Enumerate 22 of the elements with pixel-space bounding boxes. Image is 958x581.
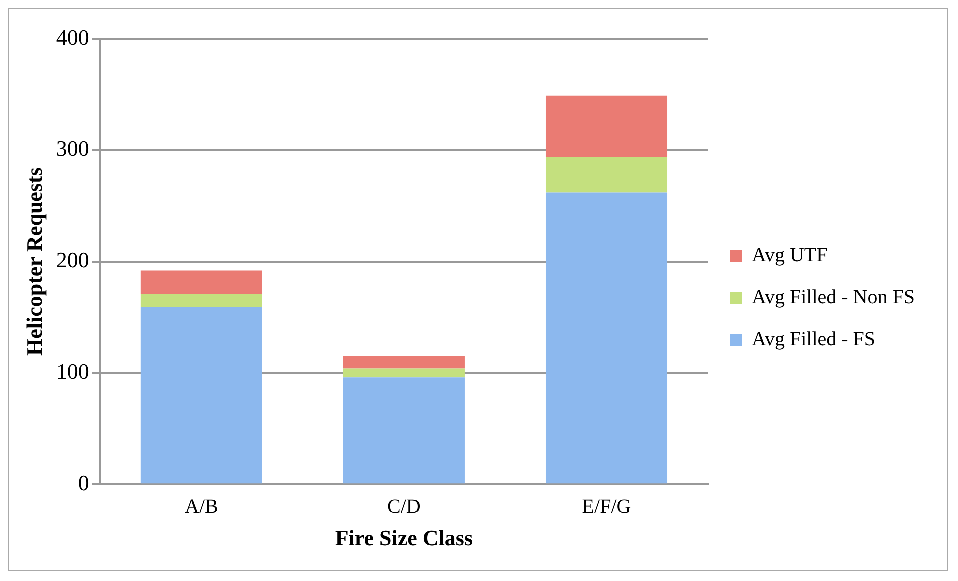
y-tick-label: 400 — [56, 24, 90, 50]
bar — [546, 192, 668, 484]
legend-label: Avg Filled - FS — [752, 328, 876, 350]
x-tick-label: C/D — [388, 496, 421, 518]
y-tick-label: 100 — [56, 358, 90, 384]
y-tick-label: 0 — [78, 470, 90, 496]
bar — [140, 307, 262, 484]
y-tick-label: 200 — [56, 248, 90, 273]
bar — [140, 270, 262, 294]
x-axis-title: Fire Size Class — [335, 525, 474, 550]
bar — [343, 356, 465, 369]
y-axis-title: Helicopter Requests — [22, 167, 47, 356]
y-tick-label: 300 — [56, 136, 90, 162]
bar — [343, 378, 465, 484]
legend-label: Avg Filled - Non FS — [752, 286, 916, 308]
bar — [546, 96, 668, 158]
bar — [546, 157, 668, 193]
x-tick-label: A/B — [185, 496, 218, 518]
bar — [140, 294, 262, 308]
bar — [343, 368, 465, 378]
x-tick-label: E/F/G — [582, 496, 632, 518]
legend-label: Avg UTF — [752, 244, 828, 266]
